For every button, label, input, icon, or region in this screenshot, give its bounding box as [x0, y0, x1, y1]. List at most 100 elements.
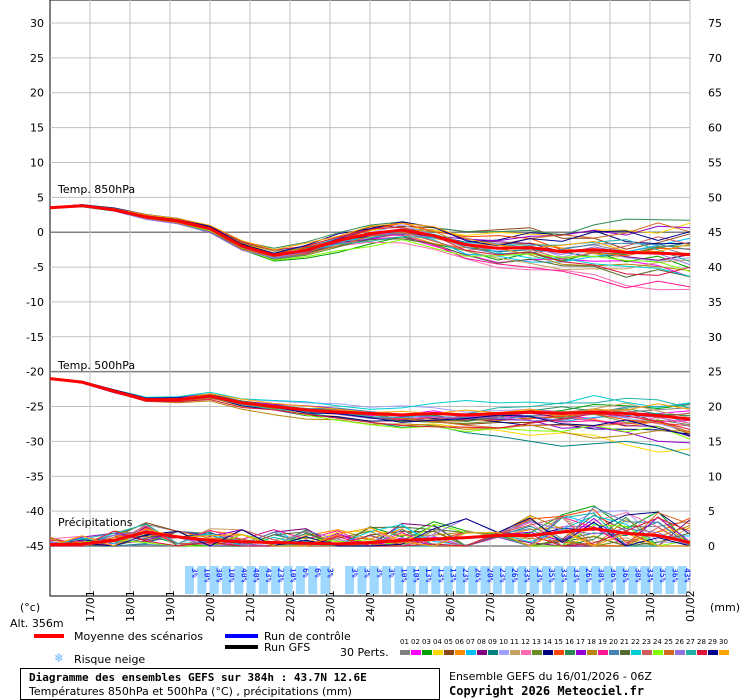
member-precip-line [49, 527, 690, 547]
member-swatch [477, 650, 487, 655]
snow-risk-label: 33% [572, 568, 581, 583]
member-swatch [708, 650, 718, 655]
snow-risk-cell [468, 566, 478, 594]
right-tick-label: 70 [708, 52, 722, 65]
snow-risk-label: 33% [646, 568, 655, 583]
left-tick-label: -10 [26, 296, 44, 309]
control-swatch [225, 634, 258, 638]
snow-risk-label: 3% [190, 568, 199, 578]
member-number-label: 08 [477, 638, 486, 646]
member-number-label: 11 [510, 638, 519, 646]
member-swatch [466, 650, 476, 655]
date-label: 21/01 [244, 590, 257, 622]
snow-risk-label: 26% [510, 568, 519, 583]
legend-snow: Risque neige [74, 653, 146, 666]
member-number-label: 19 [598, 638, 607, 646]
snow-risk-label: 43% [683, 568, 692, 583]
snow-risk-label: 13% [436, 568, 445, 583]
snow-risk-cell [295, 566, 305, 594]
member-number-label: 29 [708, 638, 717, 646]
t500-mean-line [49, 377, 691, 421]
member-number-label: 20 [609, 638, 618, 646]
right-tick-label: 25 [708, 366, 722, 379]
member-swatch [565, 650, 575, 655]
left-tick-label: 0 [37, 226, 44, 239]
member-number-label: 09 [488, 638, 497, 646]
member-number-label: 27 [686, 638, 695, 646]
member-swatch [653, 650, 663, 655]
snow-risk-cell [394, 566, 404, 594]
snow-risk-label: 3% [387, 568, 396, 578]
snow-risk-label: 30% [596, 568, 605, 583]
date-label: 20/01 [204, 590, 217, 622]
snow-risk-label: 13% [424, 568, 433, 583]
member-swatch [686, 650, 696, 655]
snow-risk-label: 36% [621, 568, 630, 583]
snow-risk-label: 30% [633, 568, 642, 583]
left-tick-label: -5 [33, 261, 44, 274]
snow-risk-cell [529, 566, 539, 594]
member-number-label: 07 [466, 638, 475, 646]
member-swatch [411, 650, 421, 655]
member-swatch [609, 650, 619, 655]
snow-risk-label: 3% [350, 568, 359, 578]
right-tick-label: 75 [708, 17, 722, 30]
member-swatch [422, 650, 432, 655]
member-number-label: 25 [664, 638, 673, 646]
date-label: 30/01 [604, 590, 617, 622]
member-swatch [400, 650, 410, 655]
member-swatch [675, 650, 685, 655]
snow-risk-cell [320, 566, 330, 594]
snow-risk-cell [345, 566, 355, 594]
member-swatch [499, 650, 509, 655]
right-tick-label: 30 [708, 331, 722, 344]
snow-risk-label: 10% [412, 568, 421, 583]
snow-risk-label: 23% [498, 568, 507, 583]
member-swatch [620, 650, 630, 655]
snow-risk-cell [566, 566, 576, 594]
snow-risk-cell [665, 566, 675, 594]
legend-gfs: Run GFS [264, 641, 311, 654]
member-swatch [444, 650, 454, 655]
snow-risk-label: 35% [547, 568, 556, 583]
snow-risk-cell [542, 566, 552, 594]
member-swatch [697, 650, 707, 655]
snow-risk-label: 20% [486, 568, 495, 583]
right-tick-label: 45 [708, 226, 722, 239]
right-tick-label: 0 [708, 540, 715, 553]
left-tick-label: -40 [26, 505, 44, 518]
date-label: 22/01 [284, 590, 297, 622]
date-label: 25/01 [404, 590, 417, 622]
copyright: Copyright 2026 Meteociel.fr [449, 684, 645, 698]
title-box: Diagramme des ensembles GEFS sur 384h : … [20, 668, 440, 700]
member-swatch [521, 650, 531, 655]
member-swatch [543, 650, 553, 655]
snow-risk-label: 30% [215, 568, 224, 583]
right-tick-label: 35 [708, 296, 722, 309]
member-number-label: 26 [675, 638, 684, 646]
right-tick-label: 20 [708, 401, 722, 414]
label-t500: Temp. 500hPa [57, 359, 135, 372]
member-number-label: 18 [587, 638, 596, 646]
snow-risk-cell [579, 566, 589, 594]
member-precip-line [49, 523, 691, 547]
mean-lines [49, 204, 691, 547]
member-t850-line [49, 204, 691, 253]
member-t500-line [49, 378, 691, 430]
snow-risk-cell [505, 566, 515, 594]
snow-risk-label: 36% [609, 568, 618, 583]
member-number-label: 04 [433, 638, 442, 646]
snow-risk-cell [271, 566, 281, 594]
legend-control: Run de contrôle [264, 630, 351, 643]
legend-mean: Moyenne des scénarios [74, 630, 203, 643]
snow-risk-cell [308, 566, 318, 594]
member-number-label: 15 [554, 638, 563, 646]
date-label: 28/01 [524, 590, 537, 622]
date-label: 01/02 [684, 590, 697, 622]
altitude-label: Alt. 356m [10, 617, 64, 630]
snow-risk-cell [677, 566, 687, 594]
date-label: 27/01 [484, 590, 497, 622]
right-tick-label: 55 [708, 156, 722, 169]
member-number-label: 14 [543, 638, 552, 646]
left-tick-label: -25 [26, 401, 44, 414]
